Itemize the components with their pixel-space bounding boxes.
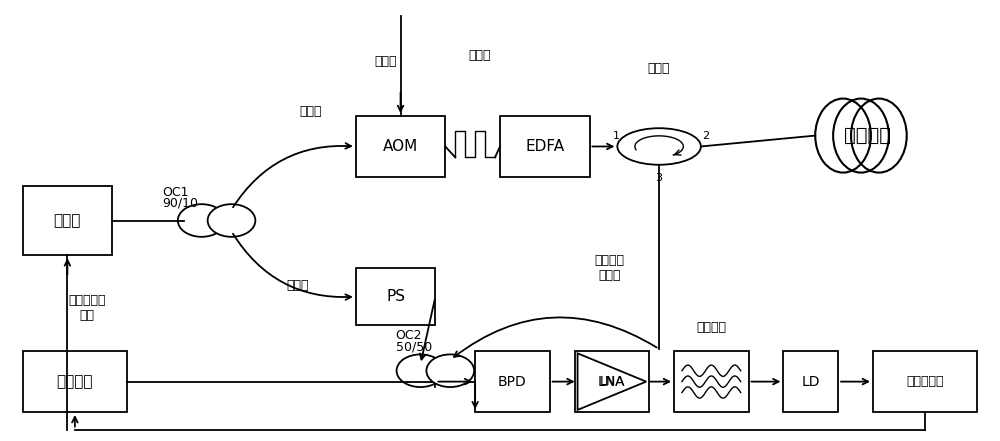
Text: 脉冲光: 脉冲光 xyxy=(469,49,491,62)
Text: LNA: LNA xyxy=(599,375,624,388)
FancyBboxPatch shape xyxy=(356,116,445,177)
Ellipse shape xyxy=(426,355,474,387)
Text: 控制软件: 控制软件 xyxy=(57,374,93,389)
Text: AOM: AOM xyxy=(383,139,418,154)
Text: 3: 3 xyxy=(656,172,663,183)
Text: 2: 2 xyxy=(702,131,709,141)
Text: 数据采集卡: 数据采集卡 xyxy=(906,375,944,388)
Text: 本振光: 本振光 xyxy=(286,279,309,292)
Text: EDFA: EDFA xyxy=(525,139,564,154)
Text: 带通滤波: 带通滤波 xyxy=(696,321,726,334)
Text: 背向瑞利
散射光: 背向瑞利 散射光 xyxy=(594,254,624,282)
Text: 90/10: 90/10 xyxy=(162,197,198,209)
FancyBboxPatch shape xyxy=(356,269,435,325)
Ellipse shape xyxy=(208,204,255,237)
FancyBboxPatch shape xyxy=(674,351,749,412)
Text: LD: LD xyxy=(802,374,820,389)
Text: BPD: BPD xyxy=(498,374,527,389)
Text: PS: PS xyxy=(386,289,405,304)
Polygon shape xyxy=(578,353,646,410)
Text: LNA: LNA xyxy=(598,374,626,389)
Ellipse shape xyxy=(178,204,226,237)
Text: 电脉冲: 电脉冲 xyxy=(374,55,397,68)
Text: 1: 1 xyxy=(612,131,619,141)
FancyBboxPatch shape xyxy=(575,351,649,412)
Text: OC2: OC2 xyxy=(396,329,422,342)
Text: OC1: OC1 xyxy=(162,186,188,199)
FancyBboxPatch shape xyxy=(23,351,127,412)
FancyBboxPatch shape xyxy=(500,116,590,177)
Text: 电阻、温度
控制: 电阻、温度 控制 xyxy=(69,294,106,321)
Text: 探测光: 探测光 xyxy=(300,105,322,118)
FancyBboxPatch shape xyxy=(873,351,977,412)
Text: 50/50: 50/50 xyxy=(396,340,432,353)
Text: 电力光纤: 电力光纤 xyxy=(844,126,891,145)
FancyBboxPatch shape xyxy=(475,351,550,412)
Text: 环行器: 环行器 xyxy=(648,62,670,75)
Text: 激光器: 激光器 xyxy=(54,213,81,228)
FancyBboxPatch shape xyxy=(783,351,838,412)
Ellipse shape xyxy=(397,355,444,387)
FancyBboxPatch shape xyxy=(23,186,112,255)
Circle shape xyxy=(617,128,701,165)
